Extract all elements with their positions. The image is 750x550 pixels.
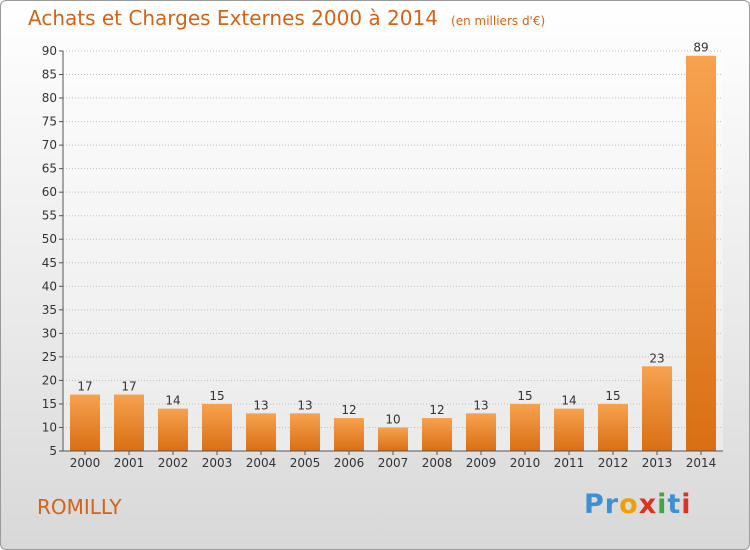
- logo-letter: o: [619, 489, 639, 520]
- bar-2003: [202, 403, 232, 451]
- y-tick-label: 65: [42, 162, 57, 176]
- y-tick-label: 70: [42, 138, 57, 152]
- bar-2004: [246, 413, 276, 451]
- y-tick-label: 20: [42, 373, 57, 387]
- logo-letter: r: [604, 489, 620, 520]
- y-tick-label: 15: [42, 397, 57, 411]
- logo-letter: t: [667, 489, 682, 520]
- value-label-2014: 89: [693, 41, 708, 55]
- bar-2013: [642, 366, 672, 451]
- y-tick-label: 30: [42, 326, 57, 340]
- x-tick-label-2003: 2003: [202, 456, 233, 470]
- x-tick-label-2008: 2008: [422, 456, 453, 470]
- x-tick-label-2013: 2013: [642, 456, 673, 470]
- value-label-2009: 13: [473, 398, 488, 412]
- bar-2007: [378, 427, 408, 451]
- chart-subtitle: (en milliers d'€): [451, 14, 546, 28]
- y-tick-label: 35: [42, 303, 57, 317]
- y-tick-label: 55: [42, 209, 57, 223]
- y-tick-label: 45: [42, 256, 57, 270]
- logo-letter: x: [638, 489, 658, 520]
- bar-2014: [686, 55, 716, 452]
- x-tick-label-2001: 2001: [114, 456, 145, 470]
- y-tick-label: 5: [49, 444, 57, 458]
- logo-letter: i: [681, 489, 692, 520]
- value-label-2005: 13: [297, 398, 312, 412]
- plot-area: [63, 51, 723, 451]
- y-tick-label: 60: [42, 185, 57, 199]
- bar-2005: [290, 413, 320, 451]
- value-label-2006: 12: [341, 403, 356, 417]
- y-tick-label: 25: [42, 350, 57, 364]
- value-label-2011: 14: [561, 394, 576, 408]
- x-tick-label-2011: 2011: [554, 456, 585, 470]
- bar-2010: [510, 403, 540, 451]
- value-label-2013: 23: [649, 351, 664, 365]
- y-tick-label: 90: [42, 44, 57, 58]
- x-tick-label-2010: 2010: [510, 456, 541, 470]
- y-tick-label: 40: [42, 279, 57, 293]
- value-label-2002: 14: [165, 394, 180, 408]
- bar-2012: [598, 403, 628, 451]
- x-tick-label-2009: 2009: [466, 456, 497, 470]
- proxiti-logo: Proxiti: [584, 489, 692, 520]
- y-tick-label: 85: [42, 68, 57, 82]
- value-label-2003: 15: [209, 389, 224, 403]
- bar-2009: [466, 413, 496, 451]
- logo-letter: i: [657, 489, 668, 520]
- value-label-2010: 15: [517, 389, 532, 403]
- x-tick-label-2002: 2002: [158, 456, 189, 470]
- logo-letter: P: [584, 489, 605, 520]
- bar-2006: [334, 418, 364, 451]
- bar-2000: [70, 394, 100, 451]
- bar-2011: [554, 408, 584, 451]
- x-tick-label-2004: 2004: [246, 456, 277, 470]
- x-tick-label-2014: 2014: [686, 456, 717, 470]
- bar-2001: [114, 394, 144, 451]
- value-label-2008: 12: [429, 403, 444, 417]
- x-tick-label-2000: 2000: [70, 456, 101, 470]
- value-label-2007: 10: [385, 412, 400, 426]
- value-label-2001: 17: [121, 380, 136, 394]
- title-row: Achats et Charges Externes 2000 à 2014 (…: [28, 6, 545, 30]
- x-tick-label-2006: 2006: [334, 456, 365, 470]
- value-label-2000: 17: [77, 380, 92, 394]
- value-label-2004: 13: [253, 398, 268, 412]
- value-label-2012: 15: [605, 389, 620, 403]
- chart-title: Achats et Charges Externes 2000 à 2014: [28, 6, 438, 30]
- commune-name: ROMILLY: [37, 495, 122, 519]
- y-tick-label: 50: [42, 232, 57, 246]
- x-tick-label-2012: 2012: [598, 456, 629, 470]
- bar-2002: [158, 408, 188, 451]
- bar-2008: [422, 418, 452, 451]
- y-tick-label: 80: [42, 91, 57, 105]
- x-tick-label-2007: 2007: [378, 456, 409, 470]
- y-tick-label: 75: [42, 115, 57, 129]
- x-tick-label-2005: 2005: [290, 456, 321, 470]
- y-tick-label: 10: [42, 420, 57, 434]
